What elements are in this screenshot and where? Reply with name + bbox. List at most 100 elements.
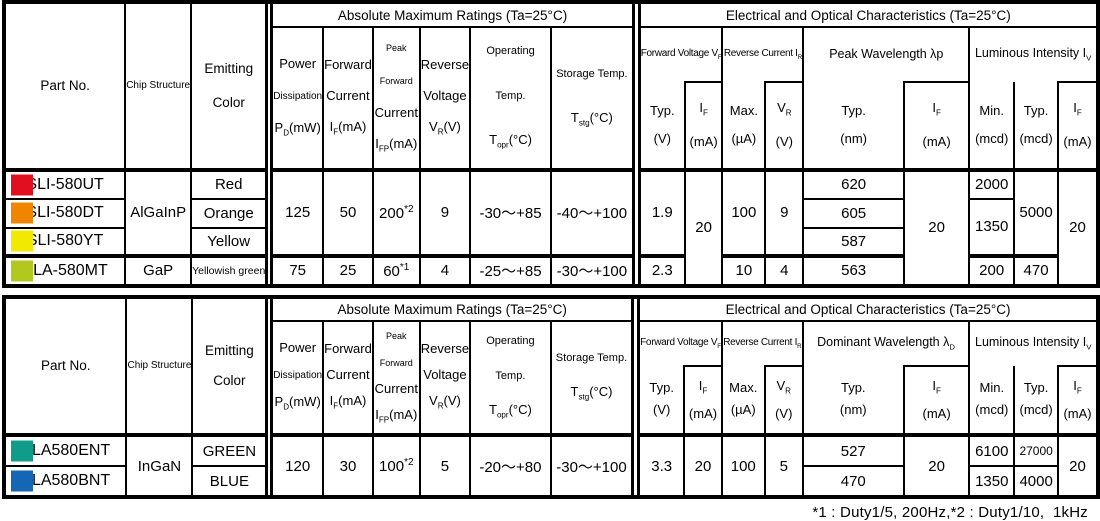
tstg-cell: -30～+100 <box>549 253 635 287</box>
subcol-ir-vr: VR (V) <box>764 80 805 171</box>
section-divider <box>631 2 641 286</box>
part-cell: SLA580BNT <box>2 465 128 499</box>
wl-if-cell: 20 <box>902 433 971 499</box>
vr-cell: 4 <box>418 253 472 287</box>
wavelength-cell: 605 <box>802 197 905 229</box>
ir-vr-cell: 5 <box>763 433 804 499</box>
group-header-reverse-current: Reverse Current IR <box>721 26 805 82</box>
col-header-power-dissipation: Power Dissipation PD(mW) <box>270 319 325 437</box>
color-swatch-green <box>11 440 33 462</box>
part-cell: SLA580ENT <box>2 433 128 468</box>
part-number: SLI-580YT <box>26 232 104 250</box>
lv-min-cell: 1350 <box>968 197 1016 257</box>
vf-if-cell: 20 <box>683 167 724 287</box>
if-cell: 25 <box>322 253 374 287</box>
color-swatch-yellowish-green <box>11 260 33 282</box>
pd-cell: 75 <box>270 253 325 287</box>
if-cell: 30 <box>322 433 374 499</box>
wl-if-cell: 20 <box>902 167 971 287</box>
wavelength-cell: 563 <box>802 253 905 287</box>
topr-cell: -30～+85 <box>469 167 552 257</box>
subcol-vf-typ: Typ. (V) <box>638 81 686 171</box>
part-number: SLI-580DT <box>26 204 104 222</box>
group-header-luminous-intensity: Luminous Intensity IV <box>968 26 1099 82</box>
subcol-lv-if: IF (mA) <box>1057 80 1099 171</box>
bottom-table: Part No. Chip Structure Emitting Color A… <box>2 294 1100 500</box>
part-number: SLI-580UT <box>26 175 104 193</box>
ifp-cell: 200*2 <box>371 167 421 257</box>
amr-title: Absolute Maximum Ratings (Ta=25°C) <box>270 295 634 322</box>
subcol-lv-if: IF (mA) <box>1057 364 1099 437</box>
top-table: Part No. Chip Structure Emitting Color A… <box>2 0 1100 288</box>
group-header-reverse-current: Reverse Current IR <box>720 319 804 366</box>
wavelength-cell: 620 <box>802 167 905 200</box>
lv-if-cell: 20 <box>1057 433 1099 499</box>
part-number: SLA-580MT <box>22 261 108 279</box>
subcol-ir-vr: VR (V) <box>763 364 804 437</box>
ifp-cell: 100*2 <box>371 433 421 499</box>
color-swatch-blue <box>11 470 33 492</box>
vf-typ-cell: 1.9 <box>638 167 686 257</box>
subcol-wl-typ: Typ. (nm) <box>801 365 905 437</box>
lv-typ-cell: 4000 <box>1013 465 1060 499</box>
emitting-color-cell: Yellow <box>190 226 268 257</box>
part-number: SLA580ENT <box>21 442 111 460</box>
subcol-vf-if: IF (mA) <box>683 80 724 171</box>
subcol-ir-max: Max. (µA) <box>720 365 766 437</box>
lv-typ-cell: 5000 <box>1013 167 1059 257</box>
chip-structure-header: Chip Structure <box>125 295 194 437</box>
col-header-peak-forward-current: Peak Forward Current IFP(mA) <box>371 26 421 171</box>
tstg-cell: -30～+100 <box>549 433 634 499</box>
vf-if-cell: 20 <box>683 433 723 499</box>
part-cell: SLA-580MT <box>2 253 127 287</box>
part-no-header: Part No. <box>2 1 127 171</box>
vr-cell: 9 <box>418 167 472 257</box>
subcol-vf-if: IF (mA) <box>683 364 723 437</box>
wavelength-cell: 527 <box>801 433 905 468</box>
col-header-power-dissipation: Power Dissipation PD(mW) <box>270 26 325 171</box>
lv-min-cell: 200 <box>968 253 1016 287</box>
col-header-reverse-voltage: Reverse Voltage VR(V) <box>418 26 472 171</box>
footnote: *1 : Duty1/5, 200Hz,*2 : Duty1/10, 1kHz <box>812 504 1088 521</box>
eoc-title: Electrical and Optical Characteristics (… <box>638 1 1099 28</box>
col-header-storage-temp: Storage Temp. Tstg(°C) <box>549 319 634 437</box>
chip-cell: GaP <box>124 253 193 287</box>
amr-title: Absolute Maximum Ratings (Ta=25°C) <box>270 1 635 28</box>
ifp-cell: 60*1 <box>371 253 421 287</box>
subcol-wl-if: IF (mA) <box>902 364 971 437</box>
col-header-forward-current: Forward Current IF(mA) <box>322 319 374 437</box>
if-cell: 50 <box>322 167 374 257</box>
lv-if-cell: 20 <box>1057 167 1099 287</box>
wavelength-cell: 470 <box>801 465 905 499</box>
pd-cell: 125 <box>270 167 325 257</box>
part-no-header: Part No. <box>2 295 128 437</box>
ir-max-cell: 10 <box>721 253 767 287</box>
emitting-color-cell: Orange <box>190 197 268 229</box>
table-gap <box>0 288 1100 295</box>
subcol-vf-typ: Typ. (V) <box>637 365 686 437</box>
eoc-title: Electrical and Optical Characteristics (… <box>637 295 1100 322</box>
col-header-forward-current: Forward Current IF(mA) <box>322 26 374 171</box>
section-divider <box>265 296 274 498</box>
group-header-forward-voltage: Forward Voltage VF <box>638 26 724 82</box>
subcol-lv-typ: Typ. (mcd) <box>1013 81 1059 171</box>
topr-cell: -25～+85 <box>469 253 552 287</box>
color-swatch-yellow <box>11 230 33 252</box>
ir-vr-cell: 9 <box>764 167 805 257</box>
lv-typ-cell: 470 <box>1013 253 1059 287</box>
wavelength-cell: 587 <box>802 226 905 257</box>
group-header-luminous-intensity: Luminous Intensity IV <box>968 319 1099 366</box>
vr-cell: 5 <box>418 433 472 499</box>
section-divider <box>265 2 274 286</box>
subcol-lv-min: Min. (mcd) <box>968 365 1016 437</box>
col-header-storage-temp: Storage Temp. Tstg(°C) <box>549 26 635 171</box>
part-cell: SLI-580YT <box>2 226 127 257</box>
lv-typ-cell: 27000 <box>1013 433 1060 468</box>
ir-max-cell: 100 <box>721 167 767 257</box>
emitting-color-header: Emitting Color <box>190 1 268 171</box>
emitting-color-cell: Yellowish green <box>190 253 268 287</box>
subcol-ir-max: Max. (µA) <box>721 81 767 171</box>
chip-cell: AlGaInP <box>124 167 193 257</box>
emitting-color-cell: BLUE <box>191 465 268 499</box>
subcol-wl-if: IF (mA) <box>902 80 971 171</box>
